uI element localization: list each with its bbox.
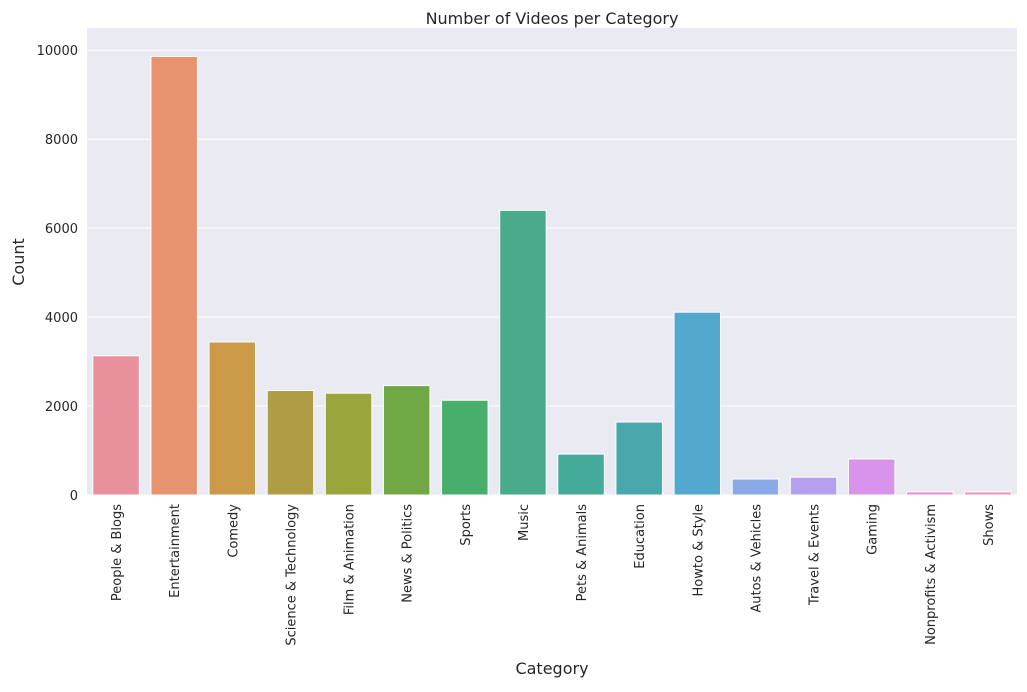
bar [150, 55, 198, 496]
x-tick-label: Sports [459, 504, 474, 546]
x-tick-label: People & Blogs [110, 504, 125, 601]
x-tick-label: Education [633, 504, 648, 569]
y-tick-label: 2000 [45, 400, 78, 415]
x-tick-label: News & Politics [401, 504, 416, 603]
x-tick-label: Howto & Style [691, 504, 706, 596]
x-axis-label: Category [515, 659, 588, 678]
bar [557, 453, 605, 496]
bars [92, 55, 1012, 496]
x-tick-label: Music [517, 504, 532, 541]
bar [441, 399, 489, 496]
x-tick-label: Science & Technology [284, 504, 299, 646]
bar [964, 491, 1012, 496]
x-tick-labels: People & Blogs Entertainment Comedy Science… [110, 504, 997, 646]
bar [731, 478, 780, 496]
bar [382, 385, 431, 496]
x-tick-label: Shows [982, 504, 997, 546]
bar [789, 476, 838, 496]
bar [92, 355, 140, 496]
x-tick-label: Nonprofits & Activism [924, 504, 939, 645]
bar [673, 311, 722, 496]
x-tick-label: Film & Animation [343, 504, 358, 615]
x-tick-label: Pets & Animals [575, 504, 590, 602]
y-tick-label: 6000 [45, 222, 78, 237]
y-axis-label: Count [9, 238, 28, 286]
bar [499, 209, 547, 496]
y-tick-labels: 0 2000 4000 6000 8000 10000 [37, 44, 78, 504]
bar [266, 389, 315, 496]
y-tick-label: 0 [70, 489, 78, 504]
x-tick-label: Autos & Vehicles [749, 504, 764, 613]
x-tick-label: Comedy [226, 504, 241, 558]
bar [906, 491, 954, 496]
bar [208, 341, 257, 496]
x-tick-label: Gaming [866, 504, 881, 555]
bar [324, 392, 373, 496]
y-tick-label: 4000 [45, 311, 78, 326]
bar [615, 421, 663, 496]
x-tick-label: Travel & Events [808, 504, 823, 606]
chart-title: Number of Videos per Category [426, 9, 679, 28]
y-tick-label: 8000 [45, 133, 78, 148]
bar [847, 458, 896, 496]
y-tick-label: 10000 [37, 44, 78, 59]
x-tick-label: Entertainment [168, 504, 183, 598]
